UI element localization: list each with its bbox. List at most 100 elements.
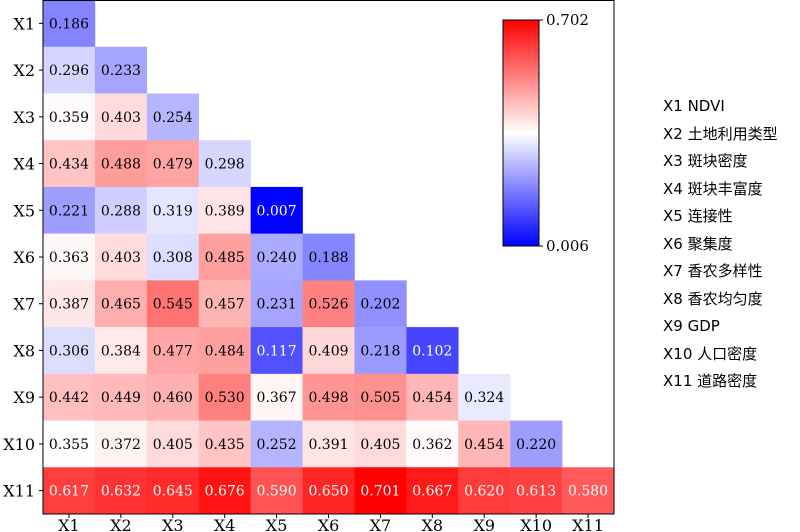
heatmap-cell-5-5 (250, 186, 303, 234)
cell-value-4-2: 0.488 (101, 157, 141, 173)
heatmap-cell-10-4 (198, 420, 251, 468)
heatmap-cell-8-7 (354, 327, 407, 375)
heatmap-cell-8-3 (146, 327, 200, 375)
cell-value-6-6: 0.188 (308, 250, 348, 266)
x-tick-label: X8 (422, 516, 444, 532)
y-tick-label: X10 (3, 435, 35, 454)
heatmap-cell-11-2 (94, 467, 148, 515)
x-tick-label: X11 (572, 516, 604, 532)
cell-value-5-2: 0.288 (101, 203, 141, 219)
legend-item-x5: X5 连接性 (663, 207, 733, 225)
heatmap-cell-7-7 (354, 280, 407, 328)
heatmap-cell-3-2 (94, 93, 148, 141)
heatmap-cell-11-6 (302, 467, 355, 515)
cell-value-10-4: 0.435 (205, 437, 245, 453)
heatmap-cell-6-3 (146, 233, 200, 281)
cell-value-7-5: 0.231 (257, 297, 297, 313)
heatmap-cell-4-1 (43, 140, 96, 188)
heatmap-cell-9-2 (94, 373, 148, 421)
cell-value-11-11: 0.580 (568, 484, 608, 500)
cell-value-8-1: 0.306 (49, 343, 89, 359)
legend-item-x8: X8 香农均匀度 (663, 289, 763, 308)
heatmap-cell-9-4 (198, 373, 251, 421)
heatmap-cell-11-5 (250, 467, 303, 515)
cell-value-6-1: 0.363 (49, 250, 89, 266)
cell-value-7-1: 0.387 (49, 297, 89, 313)
legend-item-x3: X3 斑块密度 (663, 152, 748, 170)
cell-value-10-2: 0.372 (101, 437, 141, 453)
y-tick-label: X7 (13, 295, 35, 314)
y-tick-label: X11 (3, 482, 35, 501)
cell-value-6-4: 0.485 (205, 250, 245, 266)
cell-value-11-9: 0.620 (464, 484, 504, 500)
heatmap-cell-9-6 (302, 373, 355, 421)
y-tick-label: X6 (13, 248, 35, 267)
cell-value-4-4: 0.298 (205, 157, 245, 173)
heatmap-cell-4-3 (146, 140, 200, 188)
heatmap-cell-9-3 (146, 373, 200, 421)
legend-item-x11: X11 道路密度 (663, 372, 758, 390)
cell-value-7-6: 0.526 (308, 297, 348, 313)
cell-value-11-7: 0.701 (360, 484, 400, 500)
heatmap-cell-5-2 (94, 186, 148, 234)
heatmap-cell-10-1 (43, 420, 96, 468)
heatmap-cell-11-4 (198, 467, 251, 515)
heatmap-cell-10-2 (94, 420, 148, 468)
heatmap-cell-6-5 (250, 233, 303, 281)
heatmap-cell-1-1 (43, 0, 96, 48)
cell-value-7-7: 0.202 (360, 297, 400, 313)
cell-value-1-1: 0.186 (49, 16, 89, 32)
cell-value-11-5: 0.590 (257, 484, 297, 500)
cell-value-10-5: 0.252 (257, 437, 297, 453)
cell-value-11-3: 0.645 (153, 484, 193, 500)
cell-value-9-1: 0.442 (49, 390, 89, 406)
cell-value-9-9: 0.324 (464, 390, 504, 406)
cell-value-7-3: 0.545 (153, 297, 193, 313)
heatmap-cell-7-2 (94, 280, 148, 328)
y-tick-label: X8 (13, 341, 35, 360)
cell-value-5-5: 0.007 (257, 203, 297, 219)
heatmap-cell-3-3 (146, 93, 200, 141)
cell-value-11-2: 0.632 (101, 484, 141, 500)
heatmap-cell-11-1 (43, 467, 96, 515)
cell-value-3-1: 0.359 (49, 110, 89, 126)
heatmap-cell-9-9 (458, 373, 511, 421)
heatmap-cell-11-11 (562, 467, 615, 515)
cell-value-9-8: 0.454 (412, 390, 452, 406)
x-tick-label: X10 (520, 516, 552, 532)
heatmap-cell-4-4 (198, 140, 251, 188)
y-tick-label: X5 (13, 201, 35, 220)
legend-item-x10: X10 人口密度 (663, 344, 758, 363)
heatmap-cell-6-6 (302, 233, 355, 281)
heatmap-cell-5-3 (146, 186, 200, 234)
cell-value-11-4: 0.676 (205, 484, 245, 500)
heatmap-cell-11-3 (146, 467, 200, 515)
cell-value-8-3: 0.477 (153, 343, 193, 359)
heatmap-cell-3-1 (43, 93, 96, 141)
cell-value-11-8: 0.667 (412, 484, 452, 500)
cell-value-8-6: 0.409 (308, 343, 348, 359)
heatmap-cell-6-2 (94, 233, 148, 281)
cell-value-8-4: 0.484 (205, 343, 245, 359)
heatmap-cell-10-9 (458, 420, 511, 468)
heatmap-cell-10-5 (250, 420, 303, 468)
heatmap-cell-10-6 (302, 420, 355, 468)
colorbar-max-label: 0.702 (546, 11, 589, 29)
heatmap-cell-7-3 (146, 280, 200, 328)
heatmap-cell-8-4 (198, 327, 251, 375)
cell-value-8-2: 0.384 (101, 343, 141, 359)
heatmap-cell-9-7 (354, 373, 407, 421)
cell-value-5-3: 0.319 (153, 203, 193, 219)
x-tick-label: X3 (162, 516, 184, 532)
cell-value-2-2: 0.233 (101, 63, 141, 79)
cell-value-10-10: 0.220 (516, 437, 556, 453)
cell-value-5-1: 0.221 (49, 203, 89, 219)
cell-value-8-5: 0.117 (257, 343, 297, 359)
heatmap-cell-11-10 (510, 467, 563, 515)
cell-value-3-2: 0.403 (101, 110, 141, 126)
heatmap-cell-8-1 (43, 327, 96, 375)
colorbar-min-label: 0.006 (546, 237, 589, 255)
heatmap-cell-9-8 (406, 373, 459, 421)
cell-value-9-4: 0.530 (205, 390, 245, 406)
cell-value-2-1: 0.296 (49, 63, 89, 79)
